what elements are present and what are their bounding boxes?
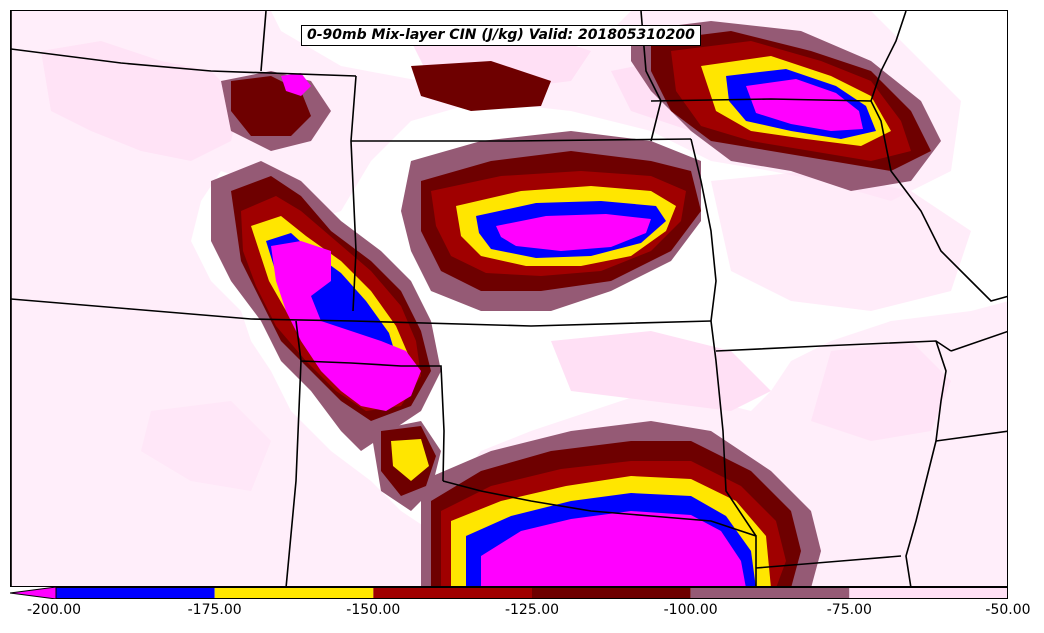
state-boundaries	[11, 11, 1007, 586]
colorbar-tick-label: -200.00	[26, 602, 82, 618]
colorbar-bin-4	[690, 587, 850, 599]
colorbar-bin-3	[532, 587, 691, 599]
colorbar	[10, 587, 1008, 599]
map-title: 0-90mb Mix-layer CIN (J/kg) Valid: 20180…	[301, 25, 701, 46]
colorbar-bin-1	[214, 587, 374, 599]
colorbar-frame	[55, 587, 1008, 599]
cin-map	[11, 11, 1007, 586]
colorbar-tick-label: -75.00	[826, 602, 872, 618]
colorbar-tick-label: -50.00	[985, 602, 1031, 618]
colorbar-bin-5	[849, 587, 1008, 599]
map-panel: 0-90mb Mix-layer CIN (J/kg) Valid: 20180…	[10, 10, 1008, 587]
colorbar-tick-label: -125.00	[504, 602, 560, 618]
cin-extreme-shading	[271, 73, 863, 586]
colorbar-bin-2	[373, 587, 532, 599]
colorbar-extend-min	[10, 587, 57, 599]
colorbar-bin-0	[56, 587, 215, 599]
colorbar-tick-label: -100.00	[663, 602, 718, 618]
colorbar-tick-label: -175.00	[187, 602, 242, 618]
colorbar-tick-label: -150.00	[346, 602, 401, 618]
